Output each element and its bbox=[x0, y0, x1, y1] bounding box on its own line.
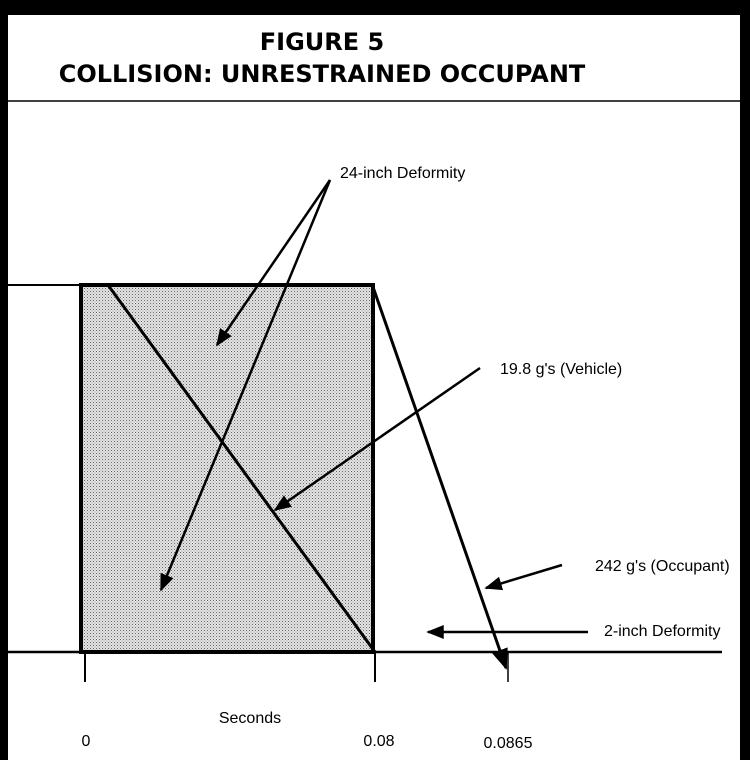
tick-label: 0.0865 bbox=[484, 735, 533, 752]
annotation: 2-inch Deformity bbox=[604, 623, 720, 640]
vehicle-line bbox=[106, 284, 377, 653]
diagram bbox=[8, 179, 722, 682]
figure-title: COLLISION: UNRESTRAINED OCCUPANT bbox=[59, 60, 586, 88]
annotation: 19.8 g's (Vehicle) bbox=[500, 361, 622, 378]
border bbox=[740, 0, 750, 760]
figure-number: FIGURE 5 bbox=[260, 28, 384, 56]
tick-label: 0 bbox=[82, 733, 91, 750]
arrow bbox=[159, 179, 332, 592]
axis-label: Seconds bbox=[219, 710, 281, 727]
arrow bbox=[273, 366, 481, 512]
annotation: 24-inch Deformity bbox=[340, 165, 465, 182]
deformity-area bbox=[79, 283, 375, 654]
arrow bbox=[484, 563, 563, 591]
annotation: 242 g's (Occupant) bbox=[595, 558, 730, 575]
occupant-line bbox=[371, 286, 508, 670]
arrow bbox=[215, 179, 332, 347]
tick-label: 0.08 bbox=[363, 733, 394, 750]
